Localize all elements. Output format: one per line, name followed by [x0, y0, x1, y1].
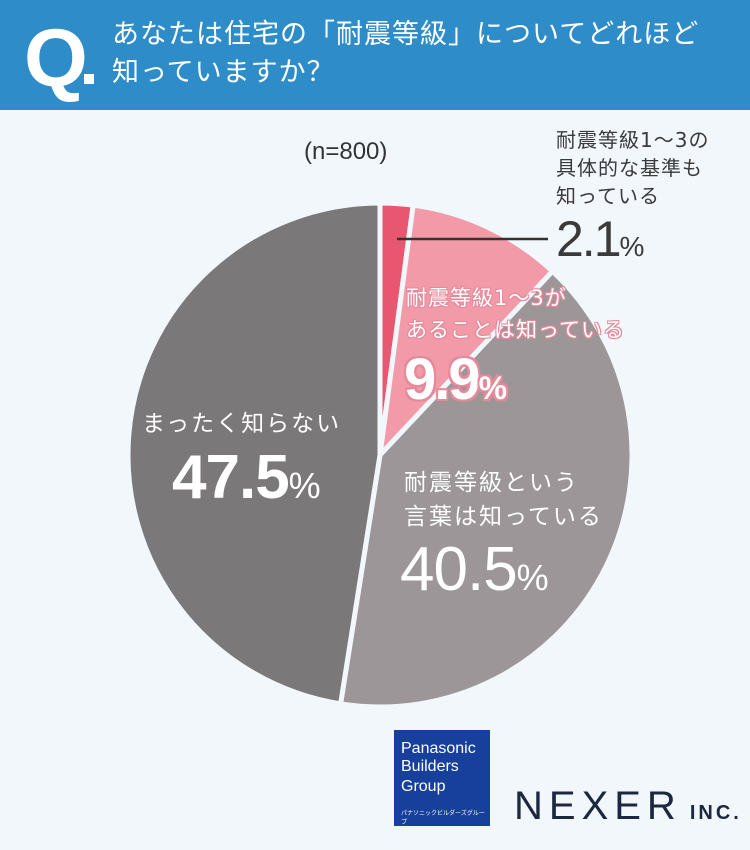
question-text: あなたは住宅の「耐震等級」についてどれほど 知っていますか？ — [112, 19, 700, 88]
slice-value-word: 40.5% — [400, 535, 549, 604]
sample-size: (n=800) — [304, 138, 388, 165]
question-header: Q あなたは住宅の「耐震等級」についてどれほど 知っていますか？ — [0, 0, 750, 110]
slice-label-exists: 耐震等級1〜3が あることは知っている — [406, 286, 625, 342]
q-dot — [84, 74, 94, 84]
slice-unknown — [125, 200, 383, 707]
slice-label-unknown: まったく知らない — [142, 411, 342, 437]
slice-exists — [377, 202, 556, 458]
nexer-logo: NEXER INC. — [514, 784, 742, 828]
slice-value-unknown: 47.5% — [172, 443, 321, 512]
slice-value-specific: 2.1% — [556, 211, 645, 267]
slice-label-specific: 耐震等級1〜3の 具体的な基準も 知っている — [556, 128, 710, 208]
slice-value-exists: 9.9% — [404, 347, 507, 412]
slice-word — [338, 268, 635, 710]
slice-label-word: 耐震等級という 言葉は知っている — [404, 470, 603, 530]
panasonic-builders-group-logo: Panasonic Builders Group パナソニックビルダーズグループ — [394, 730, 490, 826]
q-mark: Q — [24, 13, 88, 104]
